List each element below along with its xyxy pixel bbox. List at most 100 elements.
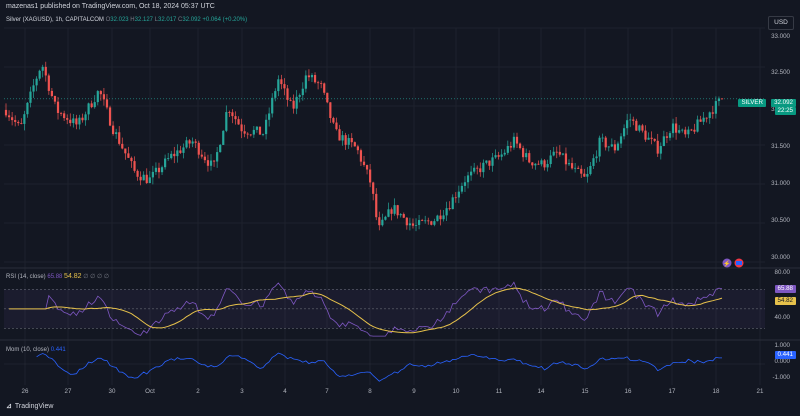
candle-body (261, 134, 265, 135)
candle-body (390, 209, 393, 214)
candle-body (616, 143, 620, 151)
candle-body (445, 208, 448, 216)
candle-body (549, 155, 552, 165)
candle-body (693, 129, 696, 132)
candle-body (188, 140, 191, 144)
candle-body (650, 137, 653, 139)
candle-body (258, 126, 262, 135)
candle-body (583, 173, 586, 177)
rsi-legend: RSI (14, close) 65.88 54.82 ∅ ∅ ∅ ∅ (6, 273, 109, 280)
high-value: 32.127 (134, 17, 153, 23)
mom-axis-label: 0.000 (774, 358, 790, 365)
price-axis-label: 31.000 (771, 180, 790, 187)
candle-body (476, 167, 479, 169)
time-axis-label: 18 (712, 388, 720, 395)
currency-button[interactable]: USD (768, 16, 794, 30)
candle-body (228, 112, 231, 113)
time-axis-label: 9 (412, 388, 416, 395)
candle-body (598, 137, 601, 157)
grid-lines (0, 27, 800, 385)
time-axis-label: 26 (21, 388, 29, 395)
candle-body (671, 123, 675, 134)
candle-body (543, 160, 546, 168)
candle-body (203, 156, 206, 161)
candle-body (708, 112, 711, 119)
candle-body (35, 78, 38, 86)
symbol-price-tag: SILVER (738, 99, 766, 107)
candle-body (38, 70, 41, 79)
time-axis-label: 17 (668, 388, 676, 395)
candle-body (145, 174, 148, 184)
candle-body (417, 220, 421, 225)
candle-body (75, 118, 78, 125)
symbol-name[interactable]: Silver (XAGUSD), 1h, CAPITALCOM (6, 17, 104, 23)
candle-body (307, 75, 311, 78)
candle-body (115, 132, 118, 135)
candle-body (209, 160, 213, 166)
candle-body (632, 119, 635, 121)
candle-body (626, 120, 629, 129)
candle-body (81, 117, 84, 121)
candle-body (362, 161, 366, 166)
candle-body (323, 83, 326, 93)
candle-body (216, 152, 219, 162)
candle-body (528, 153, 531, 163)
price-axis-label: 30.000 (771, 254, 790, 261)
candle-body (313, 75, 317, 83)
candle-body (170, 153, 173, 159)
mom-title[interactable]: Mom (10, close) (6, 347, 50, 353)
rsi-title[interactable]: RSI (14, close) (6, 274, 46, 280)
candle-body (720, 98, 724, 100)
candle-body (466, 175, 470, 183)
candle-body (561, 153, 564, 155)
candle-body (482, 162, 485, 173)
candle-body (298, 95, 301, 97)
candle-body (185, 140, 188, 148)
candle-body (595, 156, 598, 159)
time-axis-label: 27 (64, 388, 72, 395)
footer-brand: ⊿ TradingView (6, 402, 53, 410)
mom-axis-label: -1.000 (772, 374, 790, 381)
candle-body (212, 160, 216, 162)
candle-body (365, 165, 369, 170)
candle-body (580, 168, 583, 174)
candle-body (329, 102, 332, 119)
candle-body (41, 66, 44, 71)
candle-body (469, 171, 473, 176)
candle-body (222, 130, 225, 145)
candle-body (675, 123, 678, 133)
candle-body (473, 167, 476, 172)
mom-axis-label: 1.000 (774, 342, 790, 349)
candle-body (414, 224, 418, 226)
candle-body (274, 91, 277, 98)
open-value: 32.023 (110, 17, 129, 23)
candle-body (635, 120, 638, 131)
candle-body (179, 150, 182, 153)
flag-icon-inner (736, 261, 742, 265)
candle-body (246, 133, 249, 135)
lightning-icon[interactable] (722, 258, 732, 268)
candle-body (699, 119, 702, 122)
price-axis-label: 31.500 (771, 143, 790, 150)
candle-body (197, 142, 200, 155)
candle-body (304, 75, 307, 89)
candle-body (393, 205, 396, 214)
candle-body (72, 118, 75, 124)
candle-body (335, 122, 338, 130)
candle-body (491, 157, 494, 166)
candlestick-series (4, 61, 724, 232)
candle-body (26, 102, 29, 115)
candle-body (402, 214, 405, 218)
candle-body (518, 143, 522, 149)
candle-body (271, 97, 274, 114)
rsi-value: 65.88 (47, 274, 63, 280)
candle-body (353, 142, 356, 147)
candle-body (219, 144, 222, 153)
candle-body (405, 217, 408, 226)
time-axis-label: 7 (325, 388, 329, 395)
candle-body (717, 98, 721, 102)
candle-body (164, 158, 167, 168)
candle-body (622, 128, 626, 137)
candle-body (497, 155, 500, 157)
